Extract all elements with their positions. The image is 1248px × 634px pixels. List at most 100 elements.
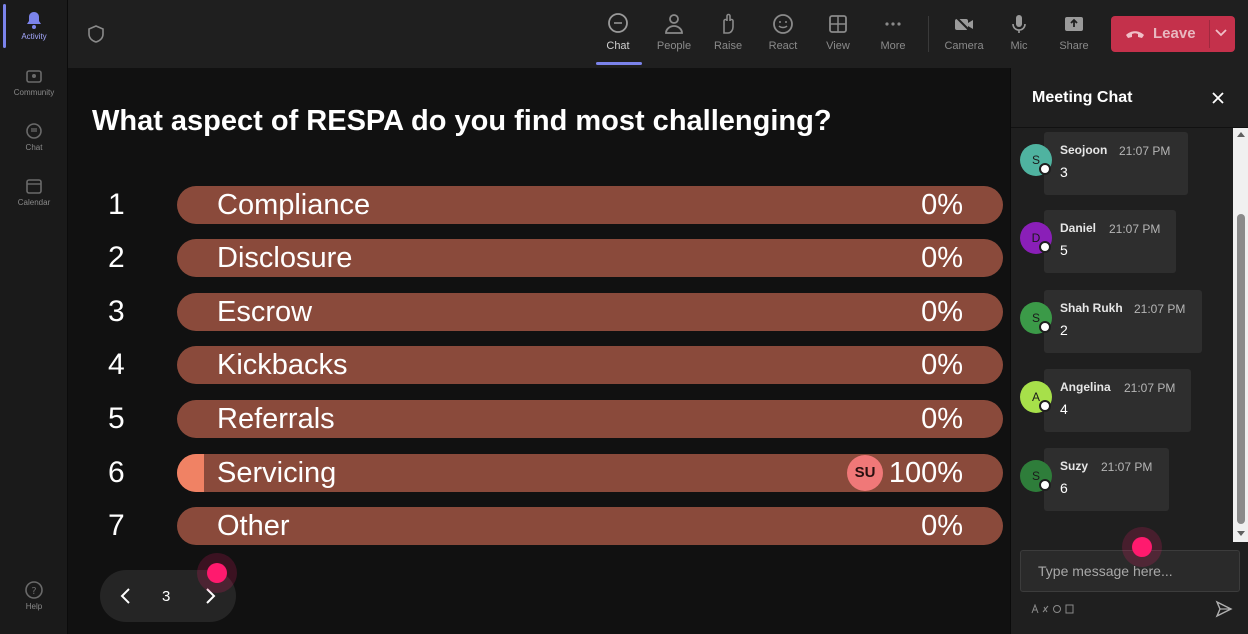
poll-option-row[interactable]: 5 Referrals 0% (68, 400, 1010, 438)
rail-item-activity[interactable]: Activity (0, 10, 68, 41)
poll-option-number: 1 (108, 188, 125, 221)
scroll-thumb[interactable] (1237, 214, 1245, 524)
format-icons[interactable] (1031, 603, 1075, 614)
poll-option-label: Other (217, 510, 290, 542)
toolbar-people-button[interactable]: People (648, 10, 700, 60)
chat-message-text: 4 (1060, 401, 1068, 417)
chat-message-list: S Seojoon 21:07 PM 3 D Daniel 21:07 PM 5 S Shah R… (1011, 128, 1233, 542)
chat-divider (1011, 127, 1248, 128)
poll-option-percent: 0% (921, 242, 963, 274)
close-icon[interactable] (1211, 91, 1225, 105)
more-icon (885, 22, 901, 26)
presence-indicator (1039, 163, 1051, 175)
bell-icon (27, 12, 41, 29)
rail-item-calendar[interactable]: Calendar (0, 176, 68, 207)
leave-button[interactable]: Leave (1111, 16, 1235, 52)
poll-option-percent: 0% (921, 189, 963, 221)
toolbar-button-label: More (880, 40, 906, 52)
chat-sender-name: Suzy (1060, 459, 1089, 473)
format-toolbar[interactable] (1031, 603, 1075, 616)
toolbar-view-button[interactable]: View (812, 10, 864, 60)
rail-item-chat[interactable]: Chat (0, 121, 68, 152)
people-icon (665, 14, 683, 34)
toolbar-button-label: React (768, 40, 798, 52)
poll-option-row[interactable]: 2 Disclosure 0% (68, 239, 1010, 277)
presence-indicator (1039, 479, 1051, 491)
toolbar-button-label: Raise (713, 40, 743, 52)
poll-option-label: Kickbacks (217, 349, 348, 381)
rail-item-help[interactable]: ? Help (0, 580, 68, 611)
toolbar-react-button[interactable]: React (757, 10, 809, 60)
chat-message[interactable]: S Seojoon 21:07 PM 3 (1020, 132, 1188, 195)
rail-item-label: Help (25, 602, 43, 611)
chat-message[interactable]: S Shah Rukh 21:07 PM 2 (1020, 290, 1202, 353)
toolbar-more-button[interactable]: More (867, 10, 919, 60)
poll-option-percent: 0% (921, 510, 963, 542)
presence-indicator (1039, 321, 1051, 333)
chevron-left-icon[interactable] (116, 586, 136, 606)
page-number: 3 (162, 588, 171, 605)
chat-sender-name: Seojoon (1060, 143, 1108, 157)
chat-message[interactable]: S Suzy 21:07 PM 6 (1020, 448, 1169, 511)
send-icon[interactable] (1215, 600, 1233, 618)
rail-item-label: Activity (21, 32, 47, 41)
poll-option-percent: 0% (921, 296, 963, 328)
presence-indicator (1039, 241, 1051, 253)
poll-option-label: Referrals (217, 403, 335, 435)
poll-option-number: 6 (108, 456, 125, 489)
chat-scrollbar[interactable] (1233, 128, 1248, 542)
chat-sender-name: Shah Rukh (1060, 301, 1123, 315)
chat-message[interactable]: D Daniel 21:07 PM 5 (1020, 210, 1176, 273)
chat-title: Meeting Chat (1032, 89, 1133, 106)
cursor-indicator (1132, 537, 1152, 557)
avatar[interactable]: A (1020, 381, 1052, 413)
shield-icon[interactable] (86, 24, 106, 44)
calendar-icon (26, 179, 42, 194)
toolbar-mic-button[interactable]: Mic (993, 10, 1045, 60)
chat-bubble-icon (608, 13, 628, 33)
toolbar-button-label: People (656, 40, 692, 52)
raise-hand-icon (723, 13, 734, 34)
toolbar-chat-button[interactable]: Chat (592, 10, 644, 60)
community-icon (26, 70, 42, 83)
poll-option-number: 3 (108, 295, 125, 328)
rail-item-label: Community (13, 88, 55, 97)
poll-option-row[interactable]: 4 Kickbacks 0% (68, 346, 1010, 384)
rail-item-label: Calendar (17, 198, 51, 207)
chat-timestamp: 21:07 PM (1124, 381, 1176, 395)
toolbar-button-label: Share (1059, 40, 1089, 52)
poll-option-bar: Disclosure 0% (177, 239, 1003, 277)
poll-option-number: 2 (108, 241, 125, 274)
chevron-down-icon[interactable] (1215, 28, 1227, 38)
poll-option-bar: Compliance 0% (177, 186, 1003, 224)
presence-indicator (1039, 400, 1051, 412)
poll-option-label: Compliance (217, 189, 371, 221)
poll-option-bar: Referrals 0% (177, 400, 1003, 438)
message-input[interactable] (1020, 550, 1240, 592)
rail-item-community[interactable]: Community (0, 66, 68, 97)
chat-message[interactable]: A Angelina 21:07 PM 4 (1020, 369, 1191, 432)
chat-message-text: 6 (1060, 480, 1068, 496)
chat-sender-name: Daniel (1060, 221, 1097, 235)
poll-option-row[interactable]: 6 Servicing SU 100% (68, 454, 1010, 492)
app-rail: Activity Community Chat Calendar ? Help (0, 0, 68, 634)
toolbar-camera-button[interactable]: Camera (938, 10, 990, 60)
poll-option-bar: Servicing SU 100% (177, 454, 1003, 492)
poll-option-row[interactable]: 3 Escrow 0% (68, 293, 1010, 331)
poll-option-label: Escrow (217, 296, 313, 328)
scroll-down-arrow[interactable] (1237, 531, 1245, 536)
avatar[interactable]: S (1020, 302, 1052, 334)
chat-timestamp: 21:07 PM (1119, 144, 1171, 158)
poll-option-percent: 0% (921, 349, 963, 381)
leave-button-label: Leave (1153, 25, 1196, 42)
chevron-right-icon[interactable] (200, 586, 220, 606)
poll-option-row[interactable]: 1 Compliance 0% (68, 186, 1010, 224)
poll-stage: What aspect of RESPA do you find most ch… (68, 68, 1010, 634)
poll-option-label: Disclosure (217, 242, 353, 274)
toolbar-raise-button[interactable]: Raise (702, 10, 754, 60)
chat-timestamp: 21:07 PM (1101, 460, 1153, 474)
scroll-up-arrow[interactable] (1237, 132, 1245, 137)
toolbar-button-label: View (826, 40, 850, 52)
poll-option-row[interactable]: 7 Other 0% (68, 507, 1010, 545)
toolbar-share-button[interactable]: Share (1048, 10, 1100, 60)
